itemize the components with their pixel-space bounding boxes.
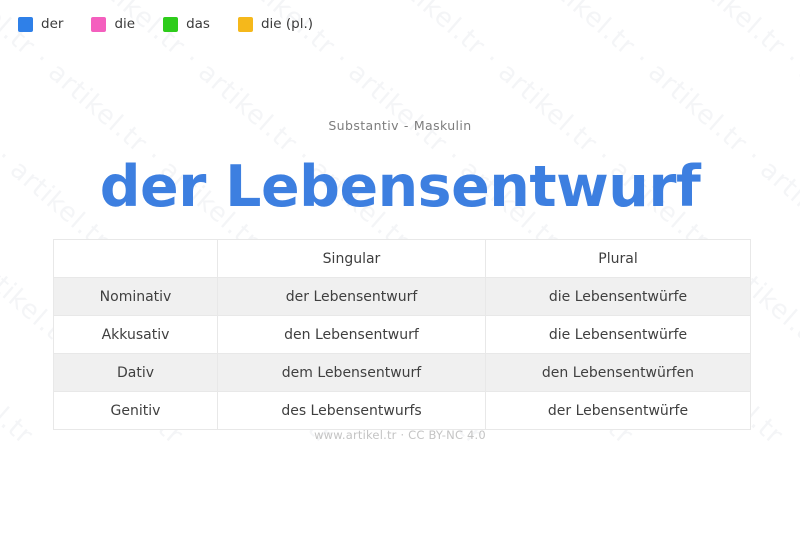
article-color-legend: der die das die (pl.): [18, 16, 341, 32]
table-row: Genitiv des Lebensentwurfs der Lebensent…: [53, 391, 751, 430]
case-label-nominativ: Nominativ: [53, 277, 218, 316]
value-akkusativ-singular: den Lebensentwurf: [217, 315, 486, 354]
value-akkusativ-plural: die Lebensentwürfe: [485, 315, 751, 354]
table-row: Dativ dem Lebensentwurf den Lebensentwür…: [53, 353, 751, 392]
legend-label-die: die: [114, 16, 136, 32]
value-genitiv-plural: der Lebensentwürfe: [485, 391, 751, 430]
table-header-row: Singular Plural: [53, 239, 751, 278]
legend-label-das: das: [186, 16, 210, 32]
square-swatch-pink-icon: [91, 16, 107, 32]
footer-attribution: www.artikel.tr · CC BY-NC 4.0: [314, 428, 486, 442]
column-header-singular: Singular: [217, 239, 486, 278]
column-header-plural: Plural: [485, 239, 751, 278]
subtitle-separator: -: [403, 118, 409, 133]
word-type-label: Substantiv: [328, 118, 399, 133]
square-swatch-amber-icon: [237, 16, 253, 32]
value-genitiv-singular: des Lebensentwurfs: [217, 391, 486, 430]
table-row: Akkusativ den Lebensentwurf die Lebensen…: [53, 315, 751, 354]
column-header-case: [53, 239, 218, 278]
case-label-akkusativ: Akkusativ: [53, 315, 218, 354]
legend-item-das: das: [163, 16, 210, 32]
legend-label-der: der: [41, 16, 64, 32]
table-row: Nominativ der Lebensentwurf die Lebensen…: [53, 277, 751, 316]
square-swatch-blue-icon: [18, 16, 33, 32]
gender-label: Maskulin: [413, 118, 472, 133]
page-title: der Lebensentwurf: [99, 154, 701, 220]
case-label-dativ: Dativ: [53, 353, 218, 392]
legend-item-die-plural: die (pl.): [237, 16, 314, 32]
square-swatch-green-icon: [163, 16, 179, 32]
value-nominativ-singular: der Lebensentwurf: [217, 277, 486, 316]
case-label-genitiv: Genitiv: [53, 391, 218, 430]
value-dativ-singular: dem Lebensentwurf: [217, 353, 486, 392]
value-dativ-plural: den Lebensentwürfen: [485, 353, 751, 392]
legend-label-die-plural: die (pl.): [260, 16, 314, 32]
legend-item-die: die: [91, 16, 135, 32]
value-nominativ-plural: die Lebensentwürfe: [485, 277, 751, 316]
legend-item-der: der: [18, 16, 63, 32]
declension-table: Singular Plural Nominativ der Lebensentw…: [53, 239, 751, 430]
word-type-subtitle: Substantiv - Maskulin: [0, 118, 800, 133]
